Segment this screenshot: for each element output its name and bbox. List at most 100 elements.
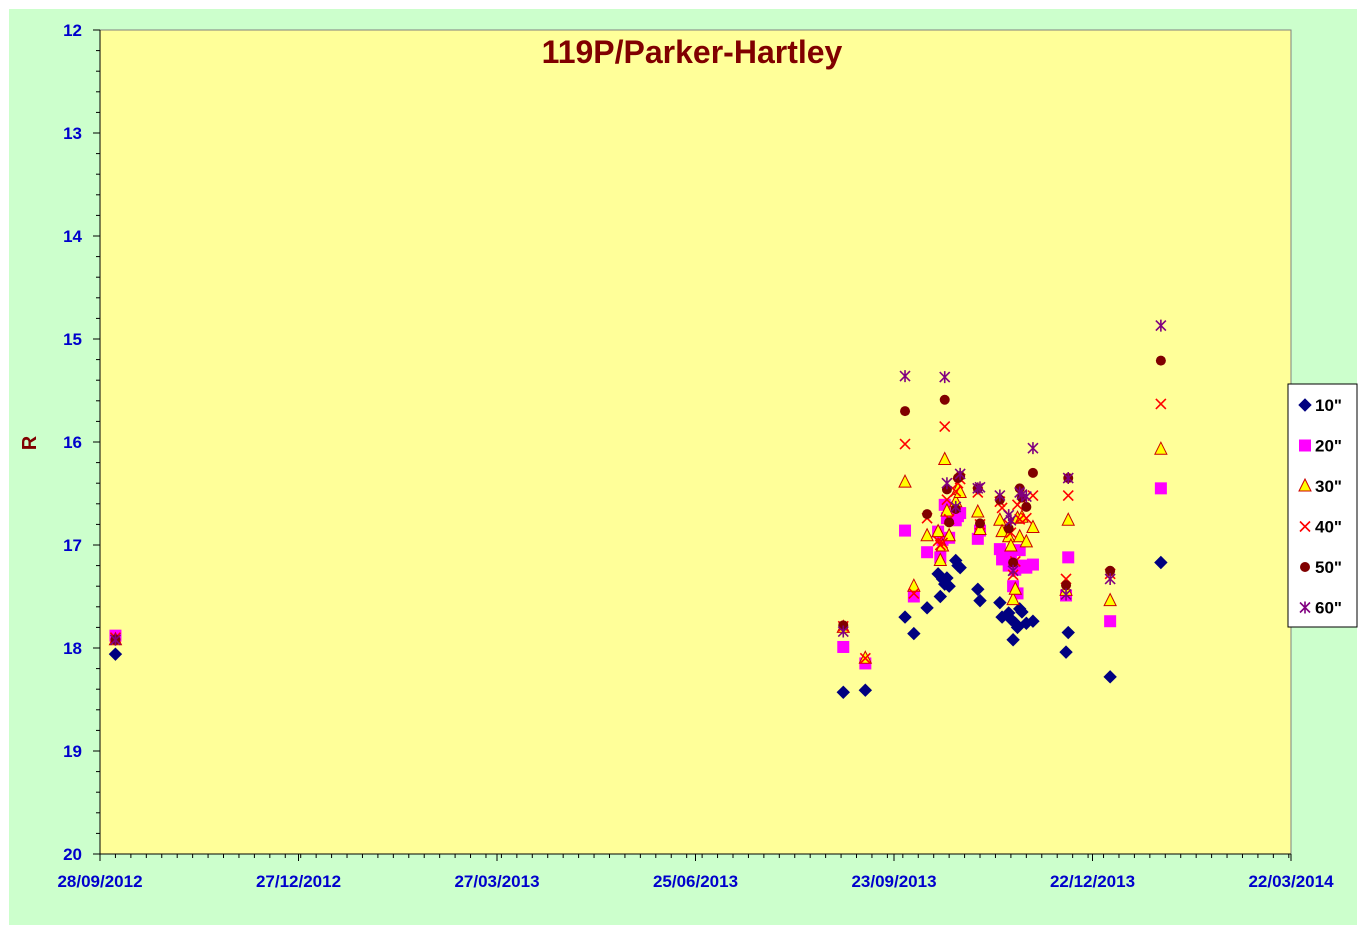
legend-label: 20" bbox=[1315, 437, 1342, 456]
data-point bbox=[1154, 482, 1167, 495]
x-tick-label: 25/06/2013 bbox=[653, 872, 738, 891]
y-tick-label: 15 bbox=[63, 330, 82, 349]
legend-entry: 60" bbox=[1299, 599, 1342, 618]
y-axis: 12 13 14 15 16 17 18 19 20 bbox=[63, 21, 101, 864]
x-tick-label: 28/09/2012 bbox=[57, 872, 142, 891]
data-point bbox=[971, 503, 985, 518]
data-point bbox=[907, 590, 920, 603]
data-point bbox=[838, 620, 849, 631]
data-point bbox=[1103, 592, 1117, 607]
data-point bbox=[1020, 512, 1032, 524]
data-point bbox=[1061, 512, 1076, 526]
data-point bbox=[993, 512, 1007, 526]
data-point bbox=[1154, 555, 1168, 570]
legend-entry: 10" bbox=[1298, 396, 1342, 415]
data-point bbox=[1004, 537, 1018, 552]
y-tick-label: 19 bbox=[63, 742, 82, 761]
data-point bbox=[1012, 528, 1027, 543]
data-point bbox=[1008, 581, 1023, 595]
data-point bbox=[1027, 442, 1039, 455]
data-markers bbox=[108, 319, 1168, 699]
x-tick-label: 23/09/2013 bbox=[851, 872, 936, 891]
legend-label: 60" bbox=[1315, 599, 1342, 618]
data-point bbox=[939, 420, 951, 433]
data-point bbox=[1021, 501, 1032, 512]
data-point bbox=[1061, 580, 1072, 591]
data-point bbox=[1059, 645, 1073, 659]
legend: 10" 20" 30" 40" 50" 60" bbox=[1287, 383, 1358, 628]
data-point bbox=[933, 552, 948, 566]
data-point bbox=[1026, 614, 1040, 628]
legend-label: 50" bbox=[1315, 558, 1342, 577]
data-point bbox=[941, 484, 952, 495]
data-point bbox=[907, 578, 921, 592]
data-point bbox=[953, 560, 967, 575]
y-tick-label: 13 bbox=[63, 124, 82, 143]
chart-title: 119P/Parker-Hartley bbox=[542, 34, 843, 70]
data-point bbox=[1026, 558, 1039, 571]
data-point bbox=[1061, 625, 1075, 640]
data-point bbox=[936, 537, 949, 549]
y-tick-label: 18 bbox=[63, 639, 82, 658]
data-point bbox=[1104, 572, 1116, 585]
data-point bbox=[939, 371, 951, 384]
data-point bbox=[899, 524, 912, 537]
data-point bbox=[907, 626, 921, 641]
data-point bbox=[1155, 319, 1167, 332]
data-point bbox=[954, 467, 966, 480]
data-point bbox=[1298, 398, 1312, 412]
data-point bbox=[950, 485, 962, 498]
data-point bbox=[1299, 520, 1311, 533]
data-point bbox=[941, 477, 953, 490]
data-point bbox=[933, 589, 948, 604]
data-point bbox=[1104, 615, 1117, 628]
data-point bbox=[953, 484, 967, 498]
data-point bbox=[920, 601, 934, 615]
data-point bbox=[908, 587, 920, 599]
series-markers bbox=[108, 553, 1168, 699]
data-point bbox=[898, 474, 912, 488]
data-point bbox=[974, 481, 986, 494]
y-tick-label: 12 bbox=[63, 21, 82, 40]
legend-entry: 20" bbox=[1299, 437, 1342, 456]
data-point bbox=[1299, 439, 1311, 452]
x-tick-label: 27/03/2013 bbox=[454, 872, 539, 891]
data-point bbox=[1006, 591, 1020, 606]
data-point bbox=[899, 370, 911, 383]
data-point bbox=[931, 523, 945, 538]
data-point bbox=[1155, 355, 1166, 366]
data-point bbox=[1062, 551, 1075, 564]
legend-label: 30" bbox=[1315, 477, 1342, 496]
data-point bbox=[973, 593, 987, 608]
data-point bbox=[942, 579, 956, 593]
data-point bbox=[1026, 519, 1040, 533]
x-tick-label: 27/12/2012 bbox=[256, 872, 341, 891]
data-point bbox=[993, 595, 1007, 610]
data-point bbox=[1105, 565, 1116, 576]
data-point bbox=[1299, 601, 1311, 614]
data-point bbox=[1007, 564, 1019, 577]
legend-label: 40" bbox=[1315, 518, 1342, 537]
legend-entry: 30" bbox=[1298, 477, 1342, 496]
data-point bbox=[920, 527, 934, 542]
data-point bbox=[898, 610, 912, 624]
data-point bbox=[859, 652, 871, 664]
data-point bbox=[1060, 588, 1072, 601]
data-point bbox=[1015, 605, 1029, 619]
data-point bbox=[858, 683, 873, 697]
data-point bbox=[1103, 670, 1117, 684]
y-axis-label: R bbox=[19, 435, 41, 450]
data-point bbox=[109, 633, 122, 646]
legend-entry: 50" bbox=[1300, 558, 1342, 577]
data-point bbox=[900, 406, 911, 417]
data-point bbox=[950, 500, 962, 513]
data-point bbox=[836, 685, 850, 699]
data-point bbox=[1155, 398, 1167, 410]
data-point bbox=[1062, 472, 1074, 485]
data-point bbox=[941, 494, 953, 506]
data-point bbox=[993, 543, 1006, 556]
x-tick-label: 22/12/2013 bbox=[1050, 872, 1135, 891]
data-point bbox=[1005, 514, 1017, 527]
data-point bbox=[899, 438, 911, 450]
